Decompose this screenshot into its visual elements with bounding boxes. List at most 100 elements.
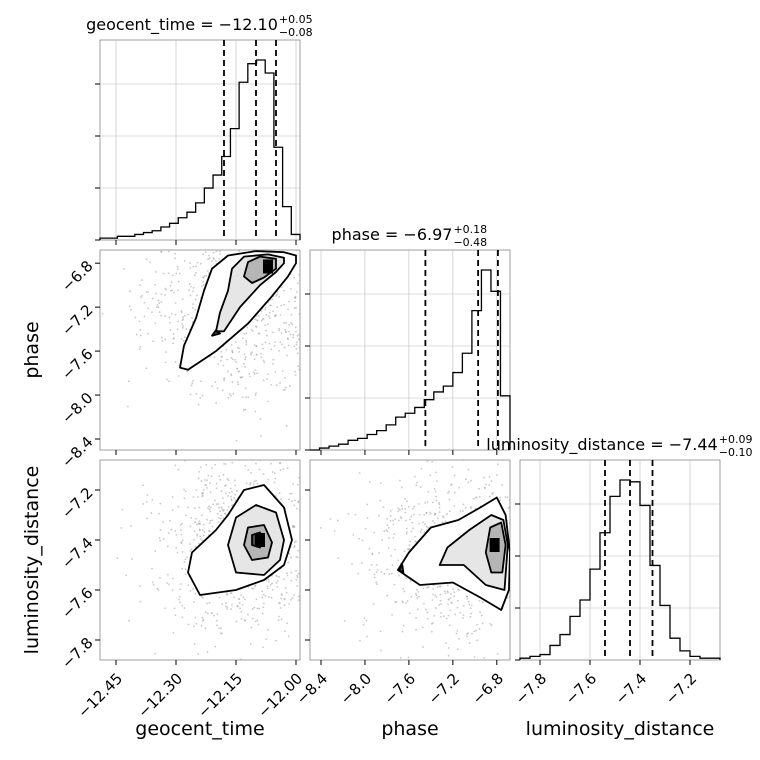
scatter-point — [379, 649, 382, 652]
scatter-point — [403, 550, 406, 553]
scatter-point — [306, 357, 308, 359]
scatter-point — [240, 594, 242, 597]
scatter-point — [245, 482, 248, 485]
scatter-point — [279, 462, 281, 464]
scatter-point — [419, 486, 422, 489]
y-tick-label: −7.8 — [58, 634, 96, 672]
scatter-point — [206, 244, 208, 246]
scatter-point — [404, 497, 406, 500]
scatter-point — [499, 496, 501, 499]
scatter-point — [187, 584, 190, 587]
histogram-bar — [396, 417, 406, 450]
scatter-point — [195, 265, 198, 268]
scatter-point — [168, 316, 171, 319]
scatter-point — [237, 383, 240, 386]
scatter-point — [288, 300, 291, 303]
scatter-point — [179, 601, 181, 604]
scatter-point — [514, 561, 516, 563]
scatter-point — [508, 506, 510, 509]
scatter-point — [458, 637, 460, 640]
scatter-point — [329, 518, 332, 520]
scatter-point — [258, 607, 261, 610]
scatter-point — [514, 528, 516, 530]
scatter-point — [208, 601, 211, 604]
scatter-point — [360, 562, 363, 564]
scatter-point — [219, 510, 221, 513]
scatter-point — [254, 394, 257, 397]
scatter-point — [386, 517, 389, 520]
scatter-point — [208, 522, 211, 525]
scatter-point — [513, 527, 515, 529]
scatter-point — [217, 517, 220, 519]
histogram-bar — [135, 234, 144, 240]
scatter-point — [211, 519, 214, 522]
scatter-point — [146, 517, 148, 520]
scatter-point — [426, 611, 429, 614]
scatter-point — [481, 457, 483, 459]
scatter-point — [238, 598, 241, 600]
scatter-point — [468, 642, 471, 644]
scatter-point — [405, 577, 407, 580]
scatter-point — [171, 589, 174, 592]
scatter-point — [194, 274, 196, 277]
scatter-point — [154, 283, 156, 286]
scatter-point — [162, 272, 165, 275]
scatter-point — [139, 585, 142, 588]
scatter-point — [177, 280, 180, 283]
scatter-point — [160, 300, 163, 303]
scatter-point — [244, 408, 247, 411]
scatter-point — [440, 615, 442, 618]
scatter-point — [288, 602, 290, 605]
scatter-point — [469, 607, 472, 610]
scatter-point — [381, 539, 384, 541]
scatter-point — [217, 363, 220, 366]
scatter-point — [180, 533, 183, 536]
scatter-point — [139, 334, 142, 337]
scatter-point — [265, 638, 268, 641]
scatter-point — [233, 496, 236, 499]
x-axis-label-luminosity_distance: luminosity_distance — [526, 718, 715, 740]
scatter-point — [435, 480, 438, 483]
scatter-point — [267, 400, 270, 403]
scatter-point — [446, 513, 448, 515]
scatter-point — [202, 280, 205, 283]
scatter-point — [255, 598, 258, 601]
contour-line — [438, 514, 509, 591]
scatter-point — [414, 535, 416, 538]
y-tick-label: −8.0 — [58, 389, 96, 427]
scatter-point — [382, 506, 385, 509]
scatter-point — [191, 244, 193, 246]
scatter-point — [406, 599, 409, 602]
scatter-point — [488, 495, 491, 498]
scatter-point — [273, 250, 276, 251]
scatter-point — [438, 585, 441, 588]
scatter-point — [259, 417, 262, 420]
scatter-point — [410, 515, 413, 518]
scatter-point — [285, 592, 288, 594]
scatter-point — [167, 250, 170, 253]
scatter-point — [214, 260, 217, 262]
scatter-point — [247, 613, 249, 616]
scatter-point — [202, 523, 205, 526]
scatter-point — [412, 527, 415, 530]
scatter-point — [251, 247, 253, 249]
scatter-point — [294, 300, 296, 303]
scatter-point — [290, 322, 292, 324]
scatter-point — [426, 460, 429, 463]
scatter-point — [176, 265, 179, 268]
scatter-point — [273, 472, 276, 474]
scatter-point — [277, 602, 280, 604]
scatter-point — [202, 453, 204, 455]
scatter-point — [336, 519, 339, 522]
scatter-point — [254, 584, 257, 587]
scatter-point — [361, 539, 364, 542]
scatter-point — [210, 475, 213, 478]
scatter-point — [378, 552, 380, 554]
scatter-point — [462, 614, 465, 616]
scatter-point — [189, 543, 192, 546]
scatter-point — [224, 484, 227, 487]
scatter-point — [283, 303, 286, 306]
scatter-point — [283, 388, 286, 391]
scatter-point — [393, 533, 396, 535]
scatter-point — [470, 612, 473, 615]
